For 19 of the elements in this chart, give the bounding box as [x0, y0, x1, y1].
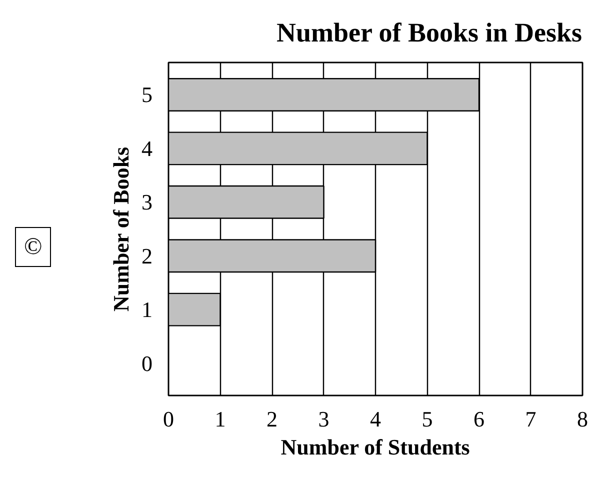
x-tick-label: 7 — [525, 406, 536, 432]
y-tick-label: 4 — [142, 136, 152, 161]
x-axis-title: Number of Students — [280, 434, 470, 460]
x-tick-label: 0 — [163, 406, 174, 432]
chart-title: Number of Books in Desks — [276, 18, 582, 48]
x-tick-label: 2 — [266, 406, 278, 432]
x-tick-label: 1 — [214, 406, 226, 432]
x-tick-label: 6 — [474, 406, 484, 432]
y-tick-label: 0 — [142, 350, 152, 376]
x-tick-label: 4 — [370, 406, 381, 432]
text: © — [15, 227, 52, 267]
y-axis-title: Number of Books — [108, 146, 134, 312]
y-tick-label: 2 — [142, 243, 152, 268]
y-tick-label: 5 — [142, 82, 152, 108]
x-tick-label: 8 — [577, 406, 588, 432]
x-tick-label: 5 — [422, 406, 433, 432]
y-tick-label: 3 — [142, 190, 152, 215]
y-tick-label: 1 — [142, 297, 152, 322]
x-tick-label: 3 — [318, 406, 330, 432]
